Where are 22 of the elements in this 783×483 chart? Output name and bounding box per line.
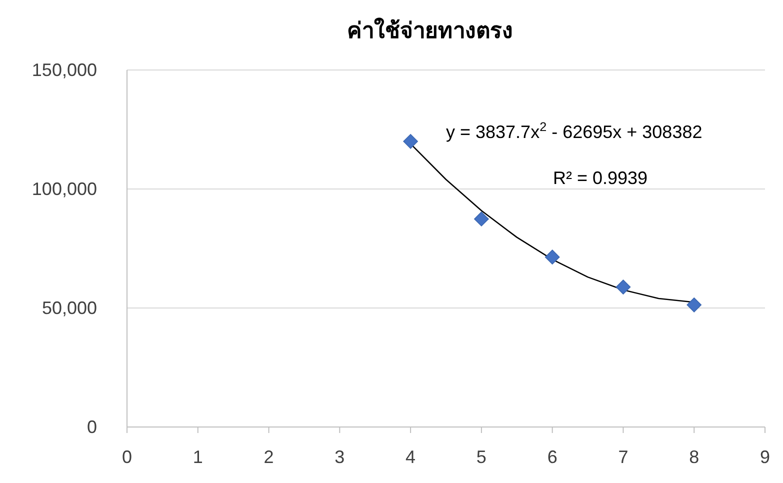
x-tick-label: 8	[689, 447, 700, 467]
y-tick-label: 150,000	[32, 60, 97, 80]
y-tick-label: 50,000	[42, 298, 97, 318]
annotation: y = 3837.7x$^{2}$ - 62695x + 308382	[446, 120, 702, 142]
x-tick-label: 1	[192, 447, 203, 467]
x-tick-label: 6	[547, 447, 558, 467]
point	[686, 298, 702, 312]
point	[403, 134, 418, 149]
y-tick-label: 0	[86, 417, 97, 437]
x-tick-label: 2	[264, 447, 274, 467]
x-tick-label: 3	[334, 447, 345, 467]
annotation: R² = 0.9939	[553, 168, 648, 188]
x-tick-label: 9	[760, 447, 770, 467]
chart-title: ค่าใช้จ่ายทางตรง	[347, 17, 513, 43]
point	[474, 212, 489, 226]
point	[616, 280, 631, 294]
x-tick-label: 7	[618, 447, 628, 467]
point	[544, 250, 560, 264]
x-tick-label: 5	[476, 447, 486, 467]
x-tick-label: 0	[122, 447, 132, 467]
x-tick-label: 4	[406, 447, 416, 467]
y-tick-label: 100,000	[32, 179, 97, 199]
